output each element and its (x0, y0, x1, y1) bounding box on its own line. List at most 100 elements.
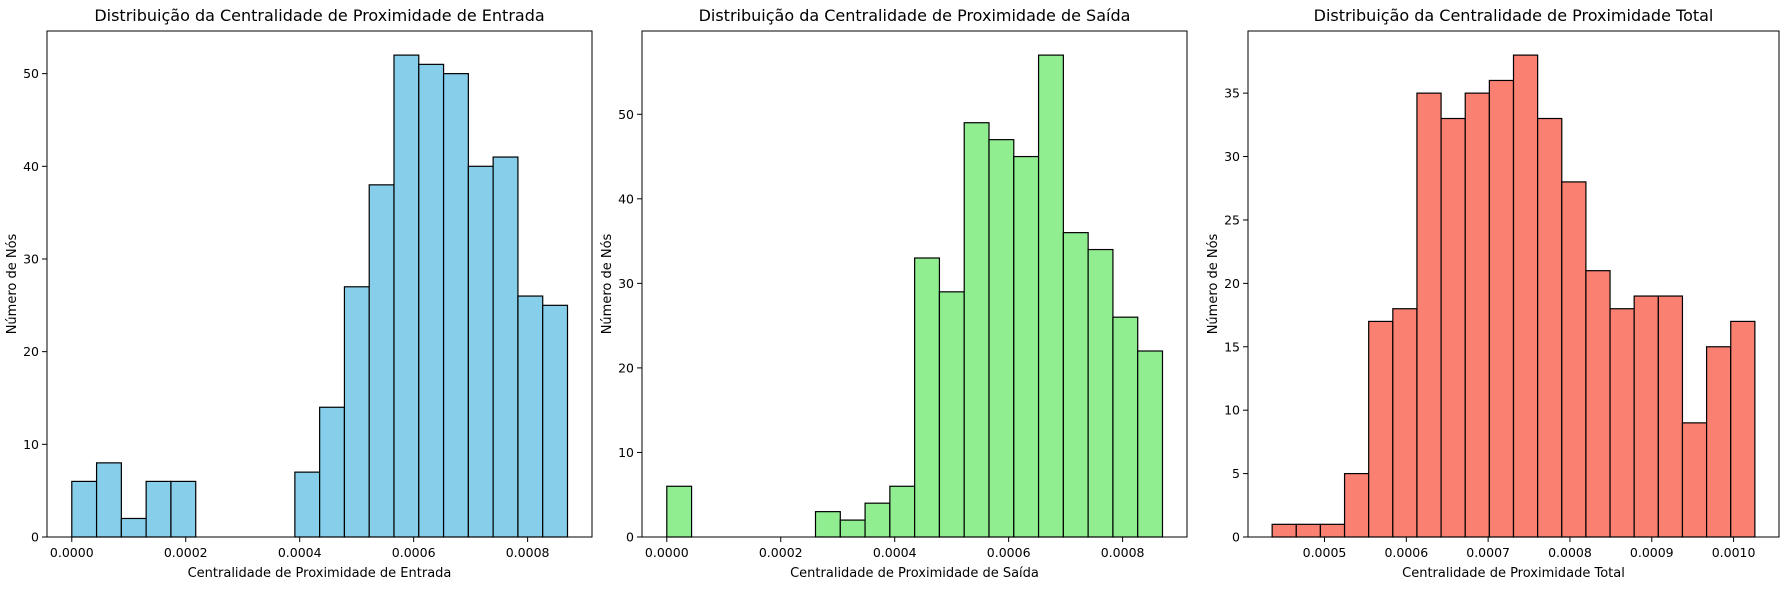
histogram-bar (1319, 523, 1346, 538)
histogram-bar (418, 63, 445, 538)
histogram-bar (368, 184, 395, 538)
histogram-bar (1295, 523, 1322, 538)
y-tick-label: 30 (1224, 149, 1240, 164)
x-tick-label: 0.0004 (873, 545, 917, 560)
y-tick-label: 10 (618, 445, 634, 460)
histogram-bar (914, 257, 941, 538)
histogram-bar (120, 517, 147, 538)
chart-title: Distribuição da Centralidade de Proximid… (1314, 6, 1714, 25)
histogram-bar (343, 286, 370, 538)
histogram-bar (467, 165, 494, 538)
x-axis-label: Centralidade de Proximidade Total (1402, 566, 1625, 581)
histogram-bar (170, 480, 197, 538)
histogram-bar (319, 406, 346, 538)
chart-title: Distribuição da Centralidade de Proximid… (94, 6, 544, 25)
histogram-bar (1561, 181, 1587, 538)
histogram-bar (294, 471, 321, 538)
y-tick-label: 30 (23, 251, 39, 266)
histogram-bar (889, 485, 916, 538)
x-tick-label: 0.0008 (506, 545, 550, 560)
histogram-bar (1416, 92, 1442, 538)
x-tick-label: 0.0007 (1466, 545, 1510, 560)
x-tick-label: 0.0000 (645, 545, 689, 560)
y-tick-label: 15 (1224, 339, 1240, 354)
x-tick-label: 0.0006 (392, 545, 436, 560)
x-tick-label: 0.0008 (1101, 545, 1145, 560)
y-tick-label: 50 (618, 107, 634, 122)
histogram-bar (1271, 523, 1297, 538)
chart-panel-2: 0.0000 0.0002 0.0004 0.0006 0.0008 0 10 20 30 40 5… (600, 6, 1188, 581)
y-tick-label: 20 (1224, 276, 1240, 291)
histogram-bar (517, 295, 544, 538)
histogram-bar (1705, 346, 1732, 538)
y-tick-label: 0 (626, 530, 634, 545)
histogram-bar (1657, 295, 1684, 538)
histogram-bar (1137, 350, 1164, 538)
histogram-bar (988, 139, 1015, 538)
histogram-bar (95, 462, 122, 538)
x-tick-label: 0.0006 (1384, 545, 1428, 560)
histogram-bar (1585, 270, 1611, 538)
histogram-bar (1037, 54, 1064, 538)
axes-frame (641, 30, 1188, 538)
y-tick-label: 40 (618, 191, 634, 206)
y-tick-label: 30 (618, 276, 634, 291)
x-tick-label: 0.0008 (1548, 545, 1592, 560)
histogram-bar (442, 73, 469, 538)
histogram-bar (1343, 472, 1370, 538)
histogram-bar (814, 511, 841, 538)
y-tick-label: 10 (23, 437, 39, 452)
x-tick-label: 0.0009 (1630, 545, 1674, 560)
histogram-bar (1392, 308, 1418, 538)
histogram-bar (393, 54, 420, 538)
histogram-bar (839, 519, 866, 538)
histogram-bar (1087, 248, 1114, 538)
histogram-bar (1062, 232, 1089, 538)
y-tick-label: 0 (31, 530, 39, 545)
histogram-bar (71, 480, 98, 538)
y-tick-label: 50 (23, 66, 39, 81)
histogram-bar (1633, 295, 1659, 538)
y-tick-label: 40 (23, 159, 39, 174)
histogram-bar (1488, 79, 1515, 538)
chart-panel-1: 0.0000 0.0002 0.0004 0.0006 0.0008 0 10 20 30 40 5… (5, 6, 593, 581)
chart-panel-3: 0.0005 0.0006 0.0007 0.0008 0.0009 0.0010 0 5 10… (1206, 6, 1780, 581)
y-tick-label: 35 (1224, 86, 1240, 101)
histogram-bar (1368, 320, 1394, 538)
x-axis-label: Centralidade de Proximidade de Entrada (188, 566, 452, 581)
histogram-bar (1681, 422, 1708, 538)
histogram-bar (1440, 117, 1466, 538)
histogram-bar (542, 304, 569, 538)
histogram-bar (492, 156, 519, 538)
x-tick-label: 0.0002 (164, 545, 208, 560)
x-tick-label: 0.0000 (50, 545, 94, 560)
histogram-bar (1730, 320, 1756, 538)
y-tick-label: 20 (618, 360, 634, 375)
y-tick-label: 0 (1232, 530, 1240, 545)
histogram-bar (1512, 54, 1539, 538)
axes-frame (1247, 30, 1780, 538)
x-axis-label: Centralidade de Proximidade de Saída (790, 566, 1039, 581)
chart-title: Distribuição da Centralidade de Proximid… (699, 6, 1131, 25)
x-tick-label: 0.0002 (759, 545, 803, 560)
histogram-bar (1464, 92, 1490, 538)
histogram-bar (864, 502, 891, 538)
histogram-bar (938, 291, 965, 538)
y-axis-label: Número de Nós (1206, 233, 1221, 334)
x-tick-label: 0.0006 (987, 545, 1031, 560)
histogram-bar (963, 122, 990, 538)
y-axis-label: Número de Nós (600, 233, 615, 334)
histogram-bar (1609, 308, 1635, 538)
y-tick-label: 25 (1224, 212, 1240, 227)
histogram-bar (1537, 117, 1563, 538)
x-tick-label: 0.0004 (278, 545, 322, 560)
axes-frame (46, 30, 593, 538)
y-axis-label: Número de Nós (5, 233, 20, 334)
y-tick-label: 10 (1224, 403, 1240, 418)
histogram-bar (666, 485, 693, 538)
x-tick-label: 0.0005 (1303, 545, 1347, 560)
y-tick-label: 5 (1232, 466, 1240, 481)
y-tick-label: 20 (23, 344, 39, 359)
